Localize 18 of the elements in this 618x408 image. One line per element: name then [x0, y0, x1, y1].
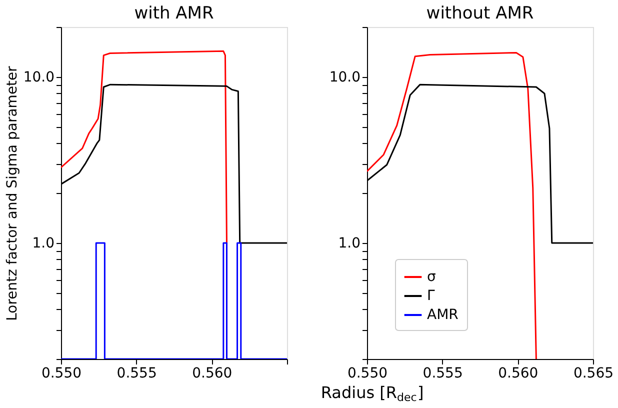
- x-tick-label: 0.550: [41, 366, 82, 382]
- line-series: [367, 52, 537, 359]
- x-tick-label: 0.555: [422, 366, 463, 382]
- x-tick-label: 0.560: [498, 366, 538, 382]
- y-tick-label: 1.0: [338, 235, 360, 252]
- legend-label: Γ: [427, 288, 435, 304]
- y-tick-label: 10.0: [23, 69, 54, 86]
- y-axis-title: Lorentz factor and Sigma parameter: [4, 66, 20, 321]
- x-tick-label: 0.560: [192, 366, 232, 382]
- chart-title: with AMR: [134, 4, 214, 24]
- chart-title: without AMR: [426, 4, 534, 24]
- x-tick-label: 0.550: [347, 366, 388, 382]
- y-tick-label: 10.0: [329, 69, 360, 86]
- legend-label: σ: [427, 269, 436, 285]
- y-tick-label: 1.0: [32, 235, 54, 252]
- x-tick-label: 0.565: [573, 366, 614, 382]
- x-tick-label: 0.555: [116, 366, 157, 382]
- legend-label: AMR: [427, 307, 459, 323]
